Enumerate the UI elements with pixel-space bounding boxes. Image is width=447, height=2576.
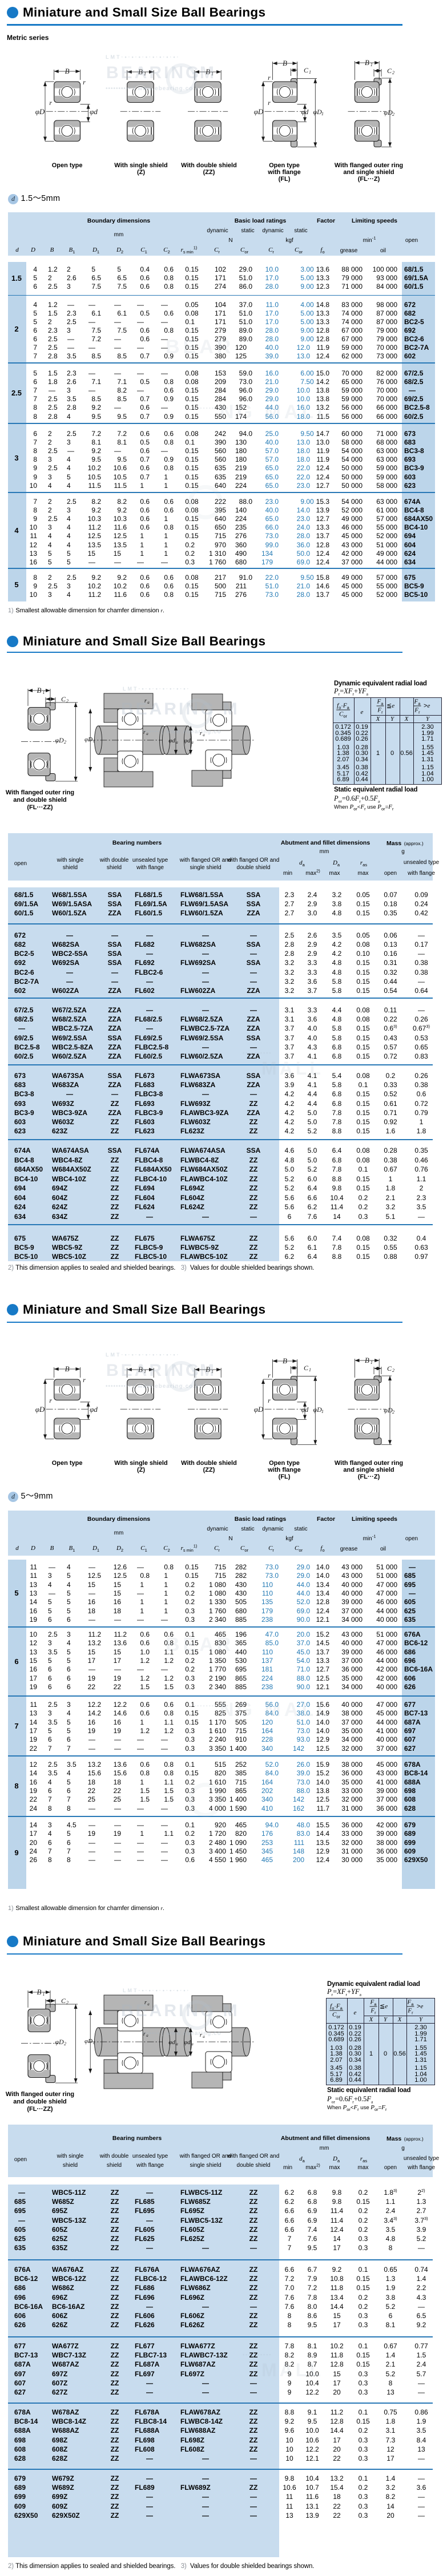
svg-text:φD: φD bbox=[35, 107, 45, 116]
svg-text:r: r bbox=[49, 99, 52, 107]
svg-text:B: B bbox=[65, 1364, 70, 1373]
svg-text:φd: φd bbox=[301, 1406, 309, 1414]
svg-text:a: a bbox=[203, 733, 205, 737]
svg-text:2: 2 bbox=[392, 70, 394, 75]
svg-text:r: r bbox=[83, 1376, 86, 1384]
svg-text:r: r bbox=[143, 2030, 146, 2037]
svg-text:B: B bbox=[138, 67, 143, 76]
svg-text:2: 2 bbox=[64, 740, 66, 745]
svg-text:φD: φD bbox=[55, 2038, 64, 2046]
svg-text:r: r bbox=[200, 730, 203, 737]
svg-text:r: r bbox=[268, 99, 271, 107]
svg-text:r: r bbox=[83, 78, 86, 86]
svg-text:C: C bbox=[387, 67, 392, 75]
svg-text:a: a bbox=[176, 2042, 178, 2046]
svg-text:φD: φD bbox=[84, 2038, 92, 2045]
svg-text:r: r bbox=[268, 1371, 271, 1379]
svg-text:2: 2 bbox=[392, 1368, 394, 1373]
svg-text:B: B bbox=[365, 58, 369, 67]
svg-text:1: 1 bbox=[309, 70, 311, 75]
svg-text:φD: φD bbox=[313, 1406, 322, 1414]
svg-text:r: r bbox=[268, 1396, 271, 1404]
svg-text:C: C bbox=[304, 1364, 309, 1372]
svg-text:2: 2 bbox=[66, 698, 69, 704]
svg-text:1: 1 bbox=[371, 62, 373, 67]
svg-text:B: B bbox=[65, 67, 70, 75]
svg-text:φD: φD bbox=[384, 1406, 393, 1414]
svg-text:2: 2 bbox=[392, 1410, 394, 1415]
svg-text:r: r bbox=[144, 697, 147, 704]
svg-text:φD: φD bbox=[35, 1405, 45, 1414]
svg-text:r: r bbox=[200, 2032, 203, 2038]
svg-text:B: B bbox=[37, 1988, 42, 1996]
svg-text:a: a bbox=[146, 2033, 148, 2038]
svg-text:C: C bbox=[304, 66, 309, 74]
svg-text:1: 1 bbox=[371, 1360, 373, 1365]
svg-text:a: a bbox=[203, 2034, 205, 2039]
svg-text:B: B bbox=[283, 1356, 287, 1365]
svg-text:2: 2 bbox=[392, 112, 394, 117]
svg-text:1: 1 bbox=[211, 71, 214, 76]
svg-text:B: B bbox=[206, 1365, 210, 1374]
svg-text:φd: φd bbox=[168, 737, 175, 744]
svg-text:1: 1 bbox=[144, 1369, 146, 1374]
svg-text:φD: φD bbox=[313, 108, 322, 116]
svg-text:1: 1 bbox=[43, 690, 45, 695]
svg-text:φD: φD bbox=[55, 736, 64, 744]
svg-text:B: B bbox=[283, 59, 287, 67]
svg-text:a: a bbox=[147, 2002, 150, 2006]
svg-text:a: a bbox=[191, 740, 194, 745]
svg-text:1: 1 bbox=[211, 1369, 214, 1374]
svg-text:φD: φD bbox=[384, 108, 393, 116]
svg-text:φD: φD bbox=[84, 736, 92, 743]
svg-text:φD: φD bbox=[254, 107, 264, 116]
svg-text:a: a bbox=[176, 740, 178, 745]
svg-text:a: a bbox=[147, 700, 150, 705]
svg-text:φd: φd bbox=[184, 2039, 191, 2046]
svg-text:1: 1 bbox=[144, 71, 146, 76]
svg-text:2: 2 bbox=[64, 2041, 66, 2046]
svg-text:B: B bbox=[206, 67, 210, 76]
svg-text:r: r bbox=[268, 74, 271, 82]
svg-text:r: r bbox=[143, 729, 146, 736]
svg-text:C: C bbox=[61, 1997, 66, 2005]
svg-text:φD: φD bbox=[254, 1405, 264, 1414]
svg-text:C: C bbox=[387, 1364, 392, 1372]
svg-text:1: 1 bbox=[321, 1409, 324, 1414]
svg-text:1: 1 bbox=[43, 1992, 45, 1997]
svg-text:φd: φd bbox=[168, 2039, 175, 2046]
svg-text:1: 1 bbox=[309, 1367, 311, 1372]
svg-text:r: r bbox=[144, 1999, 147, 2006]
svg-text:a: a bbox=[191, 2042, 194, 2046]
svg-text:φd: φd bbox=[301, 108, 309, 116]
svg-text:a: a bbox=[146, 732, 148, 736]
svg-text:φd: φd bbox=[90, 1405, 98, 1414]
svg-text:B: B bbox=[365, 1356, 369, 1364]
svg-text:B: B bbox=[37, 686, 42, 695]
svg-text:φd: φd bbox=[90, 107, 98, 116]
svg-text:φd: φd bbox=[184, 737, 191, 744]
svg-text:2: 2 bbox=[66, 2000, 69, 2005]
svg-text:B: B bbox=[138, 1365, 143, 1374]
svg-text:1: 1 bbox=[321, 111, 324, 116]
svg-text:r: r bbox=[49, 1396, 52, 1404]
svg-text:C: C bbox=[61, 695, 66, 703]
